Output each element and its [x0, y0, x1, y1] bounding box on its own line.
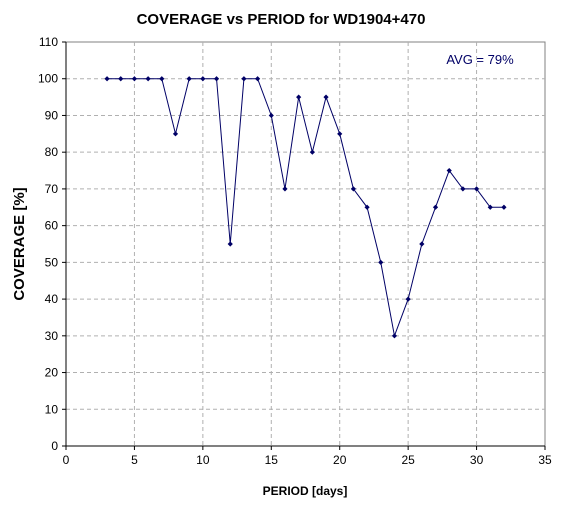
data-point	[227, 241, 233, 247]
data-point	[364, 204, 370, 210]
x-tick-label: 35	[538, 453, 552, 467]
y-tick-label: 20	[45, 366, 59, 380]
y-tick-label: 90	[45, 108, 59, 122]
data-point	[213, 76, 220, 82]
data-point	[186, 76, 192, 82]
data-point	[241, 76, 247, 82]
data-point	[501, 204, 507, 210]
data-point	[268, 112, 274, 119]
data-point	[118, 76, 124, 82]
y-tick-label: 60	[45, 219, 59, 233]
x-tick-label: 20	[333, 453, 347, 467]
data-point	[131, 76, 138, 82]
y-tick-label: 40	[45, 292, 59, 306]
data-point	[172, 131, 179, 137]
y-tick-label: 0	[51, 439, 58, 453]
series-line	[107, 78, 504, 338]
data-point	[419, 241, 425, 247]
y-tick-label: 100	[38, 72, 58, 86]
y-tick-label: 30	[45, 329, 59, 343]
x-tick-label: 0	[63, 453, 70, 467]
x-axis-label: PERIOD [days]	[263, 484, 348, 498]
data-point	[378, 259, 384, 265]
data-point	[282, 186, 288, 192]
chart-title: COVERAGE vs PERIOD for WD1904+470	[137, 11, 426, 28]
data-point	[432, 204, 439, 210]
data-series	[104, 76, 507, 339]
y-tick-label: 50	[45, 255, 59, 269]
y-tick-label: 80	[45, 145, 59, 159]
grid-lines	[66, 42, 545, 446]
data-point	[350, 186, 356, 192]
x-tick-label: 30	[470, 453, 484, 467]
data-point	[446, 167, 452, 174]
average-annotation: AVG = 79%	[446, 52, 514, 67]
x-tick-label: 25	[401, 453, 415, 467]
data-point	[159, 76, 165, 82]
x-tick-labels: 0 5 10 15 20 25 30 35	[63, 453, 552, 467]
y-axis-label: COVERAGE [%]	[11, 187, 28, 300]
y-tick-label: 10	[45, 402, 59, 416]
data-point	[405, 296, 411, 302]
data-point	[473, 186, 480, 192]
data-point	[337, 131, 343, 137]
y-tick-labels: 0 10 20 30 40 50 60 70 80 90 100 110	[38, 35, 58, 453]
data-point	[255, 76, 261, 82]
x-tick-label: 10	[196, 453, 210, 467]
data-point	[391, 333, 398, 339]
y-tick-label: 70	[45, 182, 59, 196]
x-tick-label: 5	[131, 453, 138, 467]
data-point	[323, 94, 329, 100]
data-point	[200, 76, 206, 82]
axes	[62, 41, 546, 450]
data-point	[460, 186, 466, 192]
data-point	[104, 76, 110, 82]
x-tick-label: 15	[265, 453, 279, 467]
data-point	[487, 204, 493, 210]
data-point	[296, 94, 302, 100]
plot-area	[65, 41, 546, 447]
data-point	[145, 76, 151, 82]
y-tick-label: 110	[39, 35, 58, 49]
data-point	[309, 149, 315, 155]
